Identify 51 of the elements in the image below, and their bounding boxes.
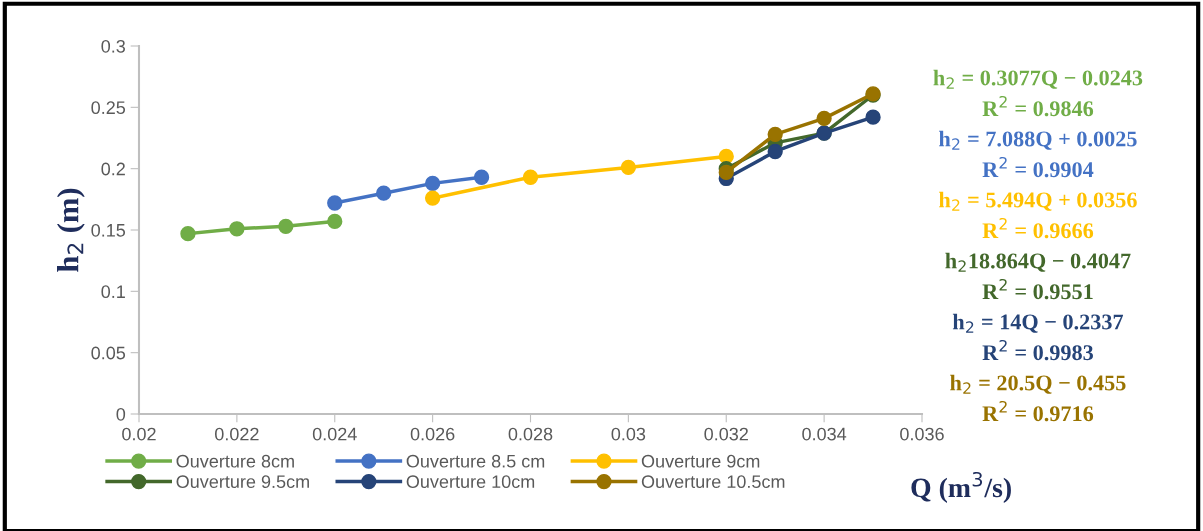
point: [278, 218, 294, 234]
x-tick-label: 0.036: [900, 427, 944, 441]
y-tick-label: 0: [116, 407, 126, 421]
y-tick-label: 0.15: [91, 223, 126, 237]
text: R$^{2}$ = 0.9551: [982, 278, 1093, 300]
point: [767, 143, 783, 160]
point: [767, 126, 783, 142]
x-tick-label: 0.026: [410, 427, 455, 441]
legend-label: Ouverture 9cm: [641, 454, 760, 468]
text: R$^{2}$ = 0.9983: [982, 339, 1093, 361]
text: R$^{2}$ = 0.9846: [982, 95, 1094, 117]
point: [229, 221, 245, 237]
x-tick-label: 0.03: [611, 427, 646, 441]
point: [816, 110, 832, 127]
x-tick-label: 0.028: [508, 427, 553, 441]
y-tick-label: 0.1: [101, 285, 125, 299]
x-axis-title: Q (m$^{3}$/s): [911, 471, 1011, 503]
y-axis-title: h$_{2}$ (m): [57, 188, 85, 272]
point: [620, 159, 637, 176]
legend-label: Ouverture 10.5cm: [641, 475, 785, 489]
text: R$^{2}$ = 0.9666: [982, 217, 1094, 239]
legend-label: Ouverture 8cm: [176, 454, 294, 468]
point: [424, 190, 441, 206]
y-tick-label: 0.3: [101, 39, 126, 53]
x-tick-label: 0.024: [312, 427, 357, 441]
text: h$_{2}$ = 0.3077Q − 0.0243: [933, 69, 1143, 89]
legend-label: Ouverture 10cm: [406, 475, 535, 489]
legend-label: Ouverture 9.5cm: [176, 475, 309, 489]
point: [327, 213, 343, 230]
point: [376, 185, 392, 201]
y-tick-label: 0.2: [101, 162, 125, 176]
text: h$_{2}$ = 5.494Q + 0.0356: [939, 191, 1137, 211]
point: [522, 169, 539, 185]
text: h$_{2}$18.864Q − 0.4047: [945, 252, 1131, 272]
text: R$^{2}$ = 0.9716: [982, 400, 1094, 422]
x-tick-label: 0.022: [214, 427, 259, 441]
point: [865, 109, 881, 125]
text: R$^{2}$ = 0.9904: [982, 156, 1094, 178]
point: [473, 169, 490, 185]
legend-label: Ouverture 8.5 cm: [406, 454, 545, 468]
x-tick-label: 0.032: [704, 427, 748, 441]
point: [180, 226, 196, 242]
point: [327, 195, 343, 211]
text: h$_{2}$ = 7.088Q + 0.0025: [939, 130, 1137, 150]
x-tick-label: 0.034: [802, 427, 847, 441]
text: h$_{2}$ = 20.5Q − 0.455: [950, 374, 1126, 394]
point: [424, 175, 441, 192]
y-tick-label: 0.05: [91, 346, 126, 360]
text: h$_{2}$ = 14Q − 0.2337: [952, 313, 1124, 333]
x-tick-label: 0.02: [122, 427, 156, 441]
y-tick-label: 0.25: [91, 101, 126, 115]
